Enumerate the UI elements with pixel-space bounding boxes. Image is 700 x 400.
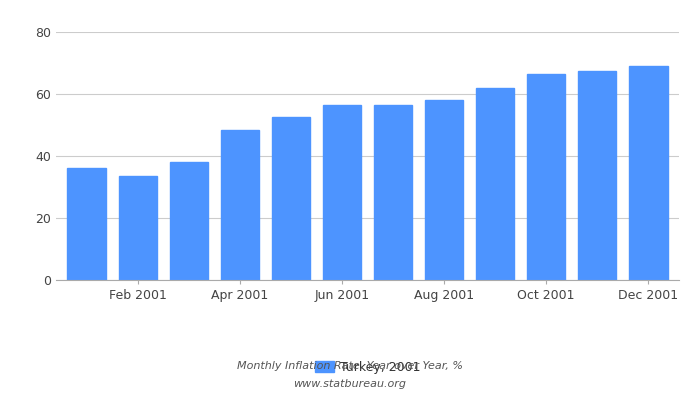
Bar (323, 105, 361, 280)
Bar (374, 105, 412, 280)
Bar (220, 130, 259, 280)
Bar (578, 71, 617, 280)
Bar (527, 74, 566, 280)
Text: www.statbureau.org: www.statbureau.org (293, 379, 407, 389)
Text: Monthly Inflation Rate, Year over Year, %: Monthly Inflation Rate, Year over Year, … (237, 361, 463, 371)
Legend: Turkey, 2001: Turkey, 2001 (309, 356, 426, 379)
Bar (629, 66, 668, 280)
Bar (425, 100, 463, 280)
Bar (67, 168, 106, 280)
Bar (169, 162, 208, 280)
Bar (118, 176, 157, 280)
Bar (476, 88, 514, 280)
Bar (272, 117, 310, 280)
